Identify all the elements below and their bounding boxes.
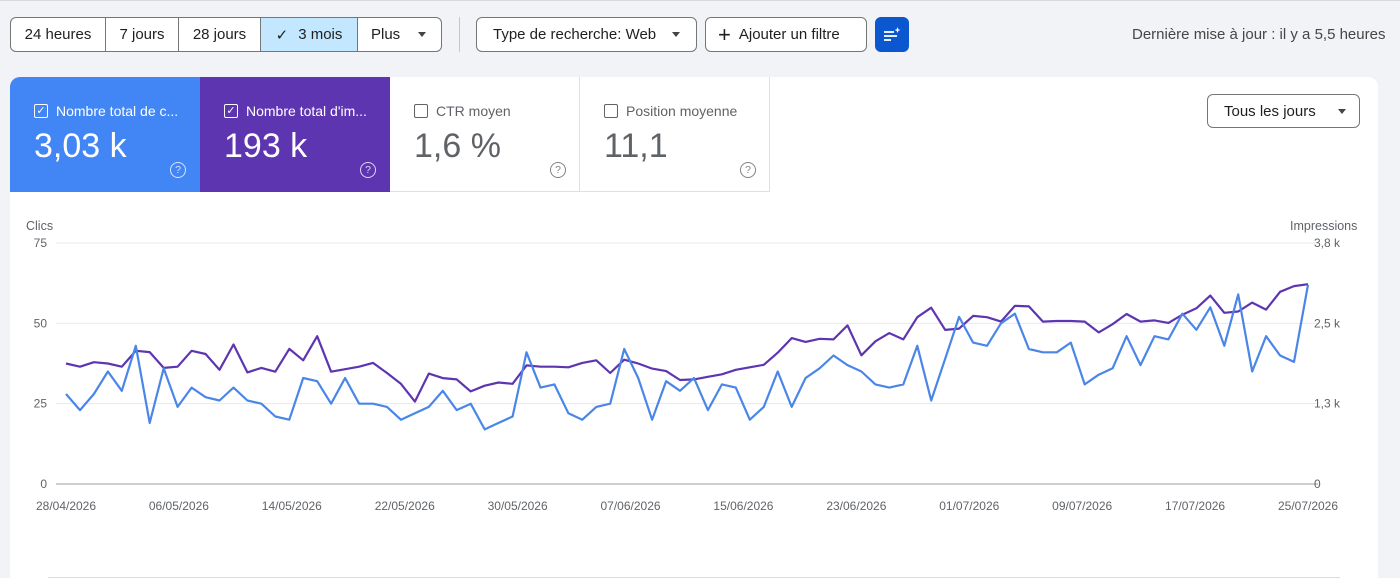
metric-position-label-row: Position moyenne bbox=[604, 103, 737, 119]
metric-position-tile[interactable]: Position moyenne 11,1 ? bbox=[580, 77, 770, 192]
search-type-label: Type de recherche: Web bbox=[493, 26, 657, 43]
last-update-text: Dernière mise à jour : il y a 5,5 heures bbox=[1132, 26, 1386, 43]
filter-settings-button[interactable] bbox=[875, 17, 909, 52]
check-icon: ✓ bbox=[275, 26, 289, 44]
plus-icon: + bbox=[718, 21, 731, 47]
chevron-down-icon bbox=[418, 32, 427, 37]
y-axis-right-title: Impressions bbox=[1290, 219, 1358, 233]
toolbar: 24 heures 7 jours 28 jours ✓ 3 mois Plus… bbox=[0, 0, 1400, 70]
x-tick-label: 09/07/2026 bbox=[1052, 499, 1112, 513]
metric-impressions-label: Nombre total d'im... bbox=[246, 103, 367, 119]
metric-clicks-label-row: ✓ Nombre total de c... bbox=[34, 103, 178, 119]
series-line-clics bbox=[65, 284, 1310, 431]
x-tick-label: 23/06/2026 bbox=[826, 499, 886, 513]
metric-impressions-value: 193 k bbox=[224, 127, 308, 165]
metric-position-label: Position moyenne bbox=[626, 103, 738, 119]
x-tick-label: 17/07/2026 bbox=[1165, 499, 1225, 513]
x-tick-label: 25/07/2026 bbox=[1278, 499, 1338, 513]
add-filter-button[interactable]: + Ajouter un filtre bbox=[705, 17, 867, 52]
y-left-tick-label: 0 bbox=[40, 477, 47, 491]
search-type-dropdown[interactable]: Type de recherche: Web bbox=[476, 17, 697, 52]
range-more-label: Plus bbox=[371, 26, 401, 43]
x-tick-label: 14/05/2026 bbox=[262, 499, 322, 513]
metric-impressions-label-row: ✓ Nombre total d'im... bbox=[224, 103, 367, 119]
checkbox-unchecked-icon bbox=[414, 104, 428, 118]
checkbox-unchecked-icon bbox=[604, 104, 618, 118]
help-icon[interactable]: ? bbox=[740, 162, 756, 178]
metric-ctr-value: 1,6 % bbox=[414, 127, 501, 165]
metric-ctr-label: CTR moyen bbox=[436, 103, 511, 119]
series-line-impressions bbox=[65, 283, 1309, 403]
metric-ctr-label-row: CTR moyen bbox=[414, 103, 511, 119]
help-icon[interactable]: ? bbox=[360, 162, 376, 178]
chevron-down-icon bbox=[672, 32, 681, 37]
x-tick-label: 22/05/2026 bbox=[375, 499, 435, 513]
x-tick-label: 07/06/2026 bbox=[601, 499, 661, 513]
add-filter-label: Ajouter un filtre bbox=[738, 26, 840, 43]
range-3m-label: 3 mois bbox=[298, 26, 343, 43]
range-3m-button[interactable]: ✓ 3 mois bbox=[261, 18, 358, 51]
y-axis-left-title: Clics bbox=[26, 219, 54, 233]
range-7d-button[interactable]: 7 jours bbox=[106, 18, 179, 51]
x-tick-label: 15/06/2026 bbox=[713, 499, 773, 513]
range-24h-button[interactable]: 24 heures bbox=[11, 18, 106, 51]
metric-clicks-tile[interactable]: ✓ Nombre total de c... 3,03 k ? bbox=[10, 77, 200, 192]
checkbox-checked-icon: ✓ bbox=[34, 104, 48, 118]
metric-ctr-tile[interactable]: CTR moyen 1,6 % ? bbox=[390, 77, 580, 192]
y-right-tick-label: 2,5 k bbox=[1314, 316, 1341, 330]
day-granularity-dropdown[interactable]: Tous les jours bbox=[1207, 94, 1360, 128]
tune-sparkle-icon bbox=[884, 26, 901, 41]
metric-impressions-tile[interactable]: ✓ Nombre total d'im... 193 k ? bbox=[200, 77, 390, 192]
x-tick-label: 28/04/2026 bbox=[36, 499, 96, 513]
performance-card: ✓ Nombre total de c... 3,03 k ? ✓ Nombre… bbox=[10, 77, 1378, 578]
y-left-tick-label: 75 bbox=[34, 236, 48, 250]
y-right-tick-label: 1,3 k bbox=[1314, 397, 1341, 411]
toolbar-divider bbox=[459, 17, 460, 52]
metric-position-value: 11,1 bbox=[604, 127, 668, 165]
y-left-tick-label: 50 bbox=[34, 316, 48, 330]
day-granularity-label: Tous les jours bbox=[1224, 102, 1316, 120]
chevron-down-icon bbox=[1337, 108, 1346, 114]
range-more-button[interactable]: Plus bbox=[358, 18, 441, 51]
x-tick-label: 06/05/2026 bbox=[149, 499, 209, 513]
y-left-tick-label: 25 bbox=[34, 397, 48, 411]
metric-clicks-value: 3,03 k bbox=[34, 127, 127, 165]
help-icon[interactable]: ? bbox=[170, 162, 186, 178]
x-tick-label: 30/05/2026 bbox=[488, 499, 548, 513]
top-border bbox=[0, 0, 1400, 1]
date-range-selector: 24 heures 7 jours 28 jours ✓ 3 mois Plus bbox=[10, 17, 442, 52]
checkbox-checked-icon: ✓ bbox=[224, 104, 238, 118]
metric-clicks-label: Nombre total de c... bbox=[56, 103, 179, 119]
x-tick-label: 01/07/2026 bbox=[939, 499, 999, 513]
range-28d-button[interactable]: 28 jours bbox=[179, 18, 261, 51]
y-right-tick-label: 0 bbox=[1314, 477, 1321, 491]
help-icon[interactable]: ? bbox=[550, 162, 566, 178]
y-right-tick-label: 3,8 k bbox=[1314, 236, 1341, 250]
